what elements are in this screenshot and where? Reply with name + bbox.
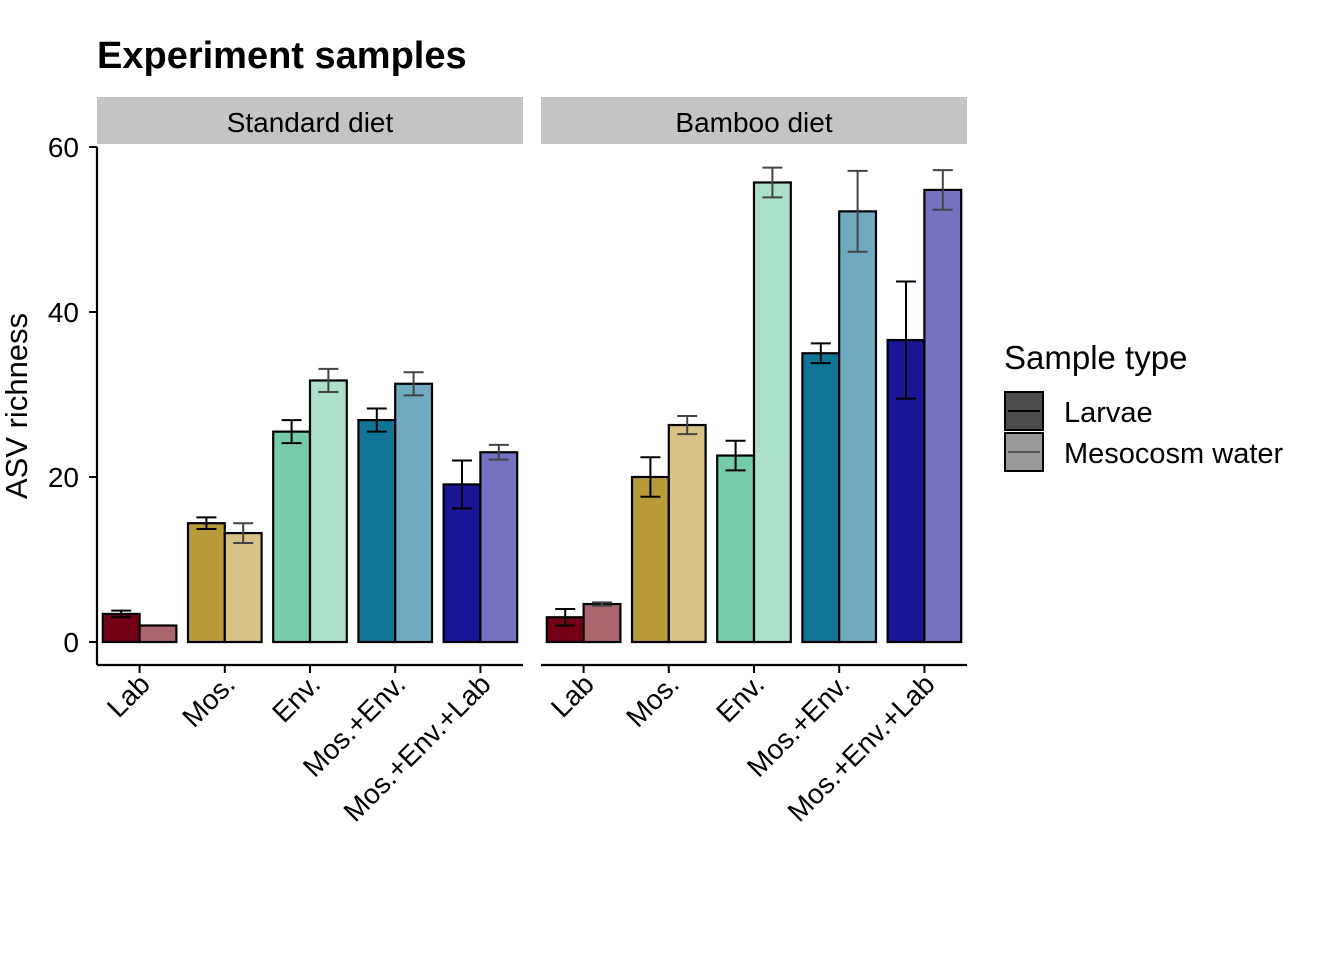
y-axis-label: ASV richness — [0, 313, 34, 499]
facet-strip — [541, 97, 967, 144]
facet-strip-label: Bamboo diet — [675, 107, 832, 138]
bar — [479, 451, 519, 644]
legend-title: Sample type — [1004, 339, 1187, 376]
bar — [272, 430, 312, 644]
facet-strip — [97, 97, 523, 144]
y-tick-label: 20 — [48, 462, 79, 493]
x-tick-label: Lab — [101, 668, 156, 723]
bar — [357, 418, 397, 644]
y-tick-label: 0 — [63, 627, 79, 658]
bar — [394, 382, 434, 644]
x-tick-label: Mos. — [176, 668, 241, 733]
legend-label: Larvae — [1064, 397, 1153, 429]
bar — [582, 602, 622, 644]
bar — [630, 475, 670, 644]
x-tick-label: Env. — [266, 668, 326, 728]
bar — [223, 531, 263, 644]
bar — [138, 624, 178, 644]
chart-title: Experiment samples — [97, 35, 467, 77]
bar — [752, 181, 792, 644]
bar — [716, 454, 756, 644]
legend-label: Mesocosm water — [1064, 438, 1284, 470]
x-tick-label: Mos.+Env.+Lab — [338, 668, 497, 827]
bar — [308, 379, 348, 644]
legend: Sample type Larvae Mesocosm water — [1004, 339, 1284, 472]
x-tick-label: Lab — [545, 668, 600, 723]
bar — [186, 522, 226, 644]
bar — [801, 352, 841, 644]
x-tick-label: Env. — [710, 668, 770, 728]
y-tick-label: 60 — [48, 132, 79, 163]
facet-strip-label: Standard diet — [227, 107, 394, 138]
bar — [667, 423, 707, 644]
bar — [838, 210, 878, 644]
bar — [923, 188, 963, 644]
x-tick-label: Mos.+Env.+Lab — [782, 668, 941, 827]
x-tick-label: Mos. — [620, 668, 685, 733]
y-tick-label: 40 — [48, 297, 79, 328]
